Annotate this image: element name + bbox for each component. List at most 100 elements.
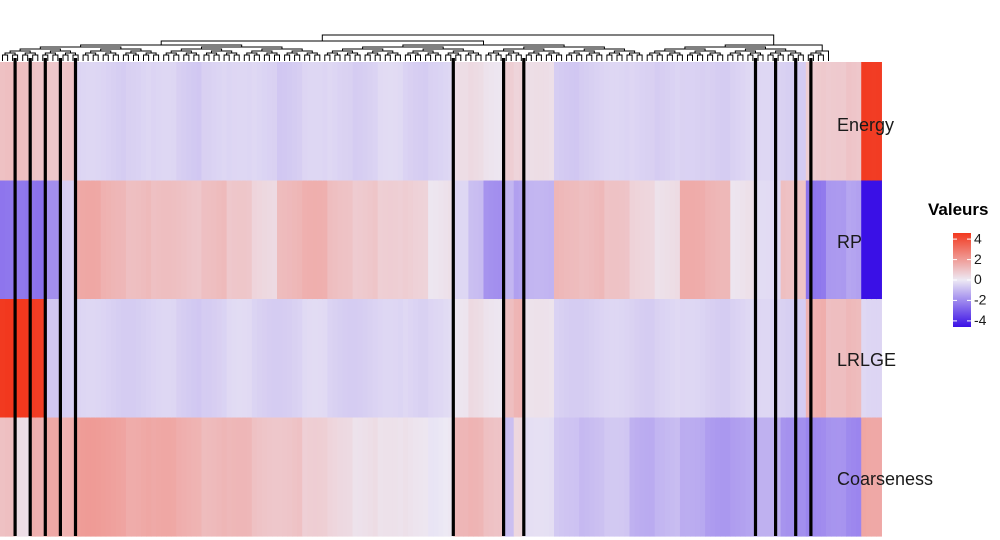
heatmap-cell: [654, 417, 661, 537]
heatmap-cell: [468, 417, 475, 537]
heatmap-cell: [75, 62, 82, 182]
heatmap-cell: [745, 62, 752, 182]
heatmap-cell: [866, 180, 872, 300]
heatmap-cell: [221, 62, 228, 182]
heatmap-cell: [589, 62, 595, 182]
heatmap-cell: [397, 62, 404, 182]
heatmap-cell: [30, 299, 36, 419]
heatmap-cell: [65, 299, 72, 419]
heatmap-cell: [750, 299, 757, 419]
heatmap-cell: [548, 417, 555, 537]
dendrogram-branch: [394, 54, 401, 61]
heatmap-cell: [483, 180, 490, 300]
heatmap-cell: [125, 62, 132, 182]
heatmap-cell: [201, 180, 208, 300]
heatmap-cell: [548, 62, 555, 182]
heatmap-cell: [825, 180, 832, 300]
heatmap-cell: [851, 180, 857, 300]
heatmap-cell: [700, 417, 706, 537]
heatmap-cell: [332, 180, 339, 300]
heatmap-cell: [342, 180, 349, 300]
heatmap-cell: [679, 180, 686, 300]
heatmap-cell: [589, 299, 595, 419]
dendrogram-branch: [515, 54, 522, 61]
heatmap-cell: [836, 62, 842, 182]
heatmap-cell: [795, 62, 802, 182]
heatmap-cell: [256, 180, 263, 300]
heatmap-cell: [191, 180, 198, 300]
heatmap-cell: [674, 180, 681, 300]
heatmap-cell: [156, 180, 162, 300]
heatmap-cell: [538, 299, 545, 419]
heatmap-cell: [644, 62, 651, 182]
heatmap-cell: [574, 62, 580, 182]
heatmap-cell: [357, 180, 364, 300]
heatmap-cell: [649, 62, 656, 182]
heatmap-cell: [715, 62, 721, 182]
heatmap-cell: [876, 417, 882, 537]
heatmap-cell: [392, 417, 399, 537]
heatmap-cell: [876, 299, 882, 419]
heatmap-cell: [412, 180, 419, 300]
heatmap-cell: [871, 62, 877, 182]
heatmap-cell: [463, 417, 469, 537]
heatmap-cell: [322, 62, 328, 182]
heatmap-cell: [392, 180, 399, 300]
heatmap-cell: [710, 299, 716, 419]
heatmap-cell: [624, 299, 631, 419]
heatmap-cell: [407, 180, 414, 300]
heatmap-cell: [790, 62, 797, 182]
heatmap-cell: [523, 417, 530, 537]
heatmap-cell: [523, 62, 530, 182]
heatmap-cell: [579, 417, 585, 537]
heatmap-cell: [141, 417, 147, 537]
heatmap-cell: [251, 417, 258, 537]
heatmap-cell: [347, 417, 354, 537]
dendrogram-branch: [143, 54, 150, 61]
heatmap-cell: [231, 62, 238, 182]
heatmap-cell: [468, 299, 475, 419]
heatmap-cell: [654, 62, 661, 182]
dendrogram-branch: [314, 54, 321, 61]
dendrogram-branch: [173, 54, 180, 61]
heatmap-cell: [438, 62, 444, 182]
heatmap-cell: [135, 417, 142, 537]
dendrogram-branch: [213, 54, 220, 61]
heatmap-cell: [846, 417, 852, 537]
heatmap-cell: [790, 180, 797, 300]
heatmap-cell: [282, 62, 288, 182]
heatmap-cell: [256, 299, 263, 419]
heatmap-cell: [141, 299, 147, 419]
heatmap-cell: [846, 299, 852, 419]
heatmap-cell: [669, 299, 676, 419]
heatmap-cell: [805, 62, 812, 182]
heatmap-cell: [770, 417, 777, 537]
heatmap-cell: [146, 180, 152, 300]
heatmap-cell: [825, 62, 832, 182]
color-legend: Valeurs 4 2 0 -2 -4: [928, 200, 989, 328]
heatmap-cell: [775, 417, 782, 537]
heatmap-cell: [100, 417, 107, 537]
dendrogram-branch: [193, 54, 200, 61]
heatmap-cell: [181, 62, 187, 182]
dendrogram-branch: [364, 54, 371, 61]
heatmap-cell: [478, 299, 485, 419]
heatmap-cell: [45, 62, 51, 182]
heatmap-cell: [292, 299, 298, 419]
heatmap-cell: [463, 299, 469, 419]
heatmap-cell: [277, 299, 283, 419]
dendrogram-branch: [455, 54, 462, 61]
heatmap-cell: [770, 62, 777, 182]
heatmap-cell: [705, 417, 711, 537]
heatmap-cell: [740, 62, 746, 182]
heatmap-cell: [418, 62, 424, 182]
dendrogram-branch: [415, 54, 421, 61]
heatmap-cell: [559, 417, 565, 537]
heatmap-cell: [95, 180, 102, 300]
heatmap-cell: [95, 417, 102, 537]
dendrogram-branch: [556, 54, 563, 61]
heatmap-cell: [40, 299, 46, 419]
heatmap-cell: [90, 417, 97, 537]
heatmap-cell: [251, 62, 258, 182]
heatmap-cell: [468, 180, 475, 300]
